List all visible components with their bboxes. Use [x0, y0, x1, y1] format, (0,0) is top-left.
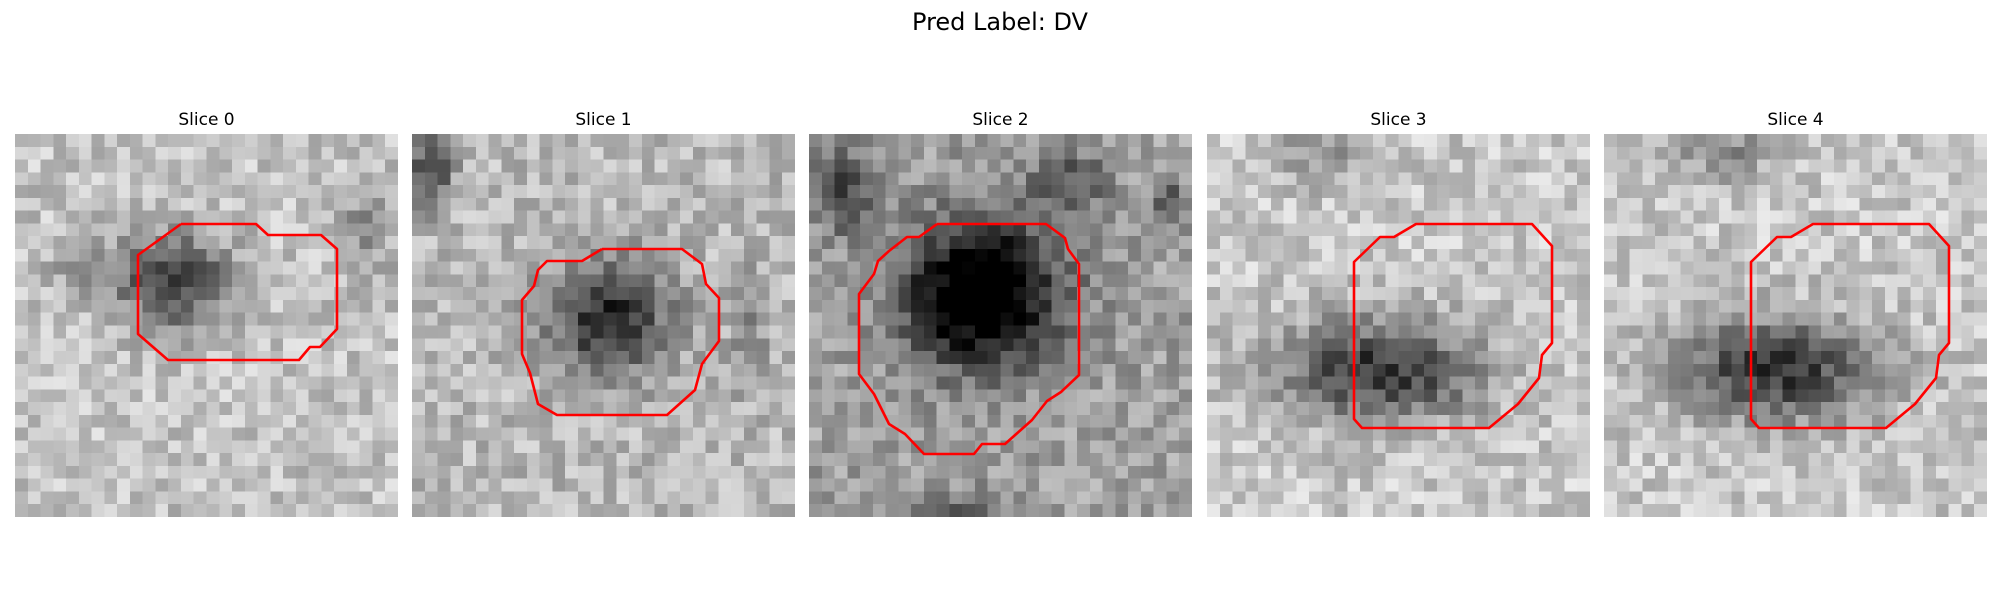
segmentation-contour — [520, 247, 721, 417]
segmentation-contour — [136, 222, 339, 362]
slice-panel-1: Slice 1 — [412, 110, 795, 517]
slice-image — [809, 134, 1192, 517]
slice-title: Slice 0 — [178, 110, 235, 130]
slice-panel-2: Slice 2 — [809, 110, 1192, 517]
slice-title: Slice 1 — [575, 110, 632, 130]
slice-panel-3: Slice 3 — [1207, 110, 1590, 517]
slice-title: Slice 3 — [1370, 110, 1427, 130]
segmentation-contour — [1352, 222, 1554, 430]
slice-image — [1604, 134, 1987, 517]
slice-image — [1207, 134, 1590, 517]
slice-image — [412, 134, 795, 517]
slice-panel-0: Slice 0 — [15, 110, 398, 517]
segmentation-contour — [1749, 222, 1951, 430]
slice-title: Slice 4 — [1767, 110, 1824, 130]
slice-image — [15, 134, 398, 517]
segmentation-contour — [857, 222, 1081, 456]
slice-title: Slice 2 — [972, 110, 1029, 130]
slice-panel-4: Slice 4 — [1604, 110, 1987, 517]
figure-title: Pred Label: DV — [912, 8, 1088, 36]
